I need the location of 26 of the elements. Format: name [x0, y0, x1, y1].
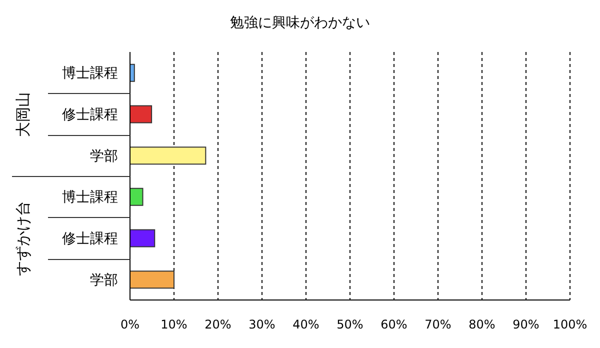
x-tick-label: 60%	[380, 318, 408, 332]
bar	[130, 105, 152, 124]
x-tick-label: 10%	[160, 318, 188, 332]
y-tick-label: 学部	[90, 272, 118, 288]
y-tick-label: 博士課程	[62, 66, 118, 82]
y-tick-label: 学部	[90, 148, 118, 164]
x-tick-label: 20%	[204, 318, 232, 332]
x-tick-label: 100%	[552, 318, 588, 332]
x-tick-label: 40%	[292, 318, 320, 332]
x-tick-label: 70%	[424, 318, 452, 332]
bar	[130, 188, 144, 206]
bar	[130, 146, 206, 165]
bar	[130, 229, 156, 248]
y-tick-label: 修士課程	[62, 230, 118, 247]
bar	[130, 64, 135, 82]
x-tick-label: 80%	[468, 318, 496, 332]
bar	[130, 270, 174, 289]
chart-title: 勉強に興味がわかない	[229, 14, 371, 32]
x-tick-label: 90%	[512, 318, 540, 332]
x-tick-label: 30%	[248, 318, 276, 332]
text: 大岡山	[14, 92, 32, 136]
x-tick-label: 50%	[336, 318, 364, 332]
text: すずかけ台	[14, 200, 32, 276]
y-tick-label: 博士課程	[62, 190, 118, 206]
y-tick-label: 修士課程	[62, 106, 118, 123]
x-tick-label: 0%	[120, 318, 140, 332]
